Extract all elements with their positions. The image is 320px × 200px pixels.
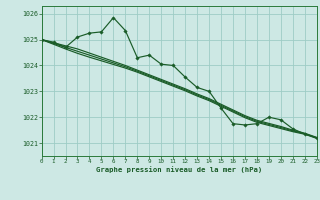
X-axis label: Graphe pression niveau de la mer (hPa): Graphe pression niveau de la mer (hPa) <box>96 167 262 173</box>
